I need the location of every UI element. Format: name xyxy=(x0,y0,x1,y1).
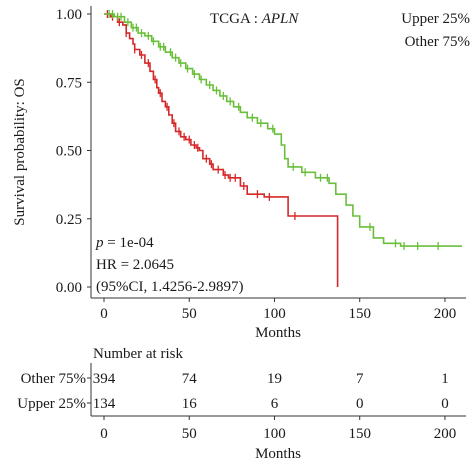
hr-annotation: HR = 2.0645 xyxy=(96,257,174,273)
y-tick-label-2: 0.50 xyxy=(56,144,82,160)
x-tick-label-4: 200 xyxy=(434,306,457,322)
risk-x-tick-label-0: 0 xyxy=(100,426,108,442)
risk-value-1-0: 134 xyxy=(93,396,116,412)
risk-row-label-1: Upper 25% xyxy=(17,396,86,412)
p-value-text: = 1e-04 xyxy=(104,235,155,251)
x-tick-label-0: 0 xyxy=(100,306,108,322)
risk-x-tick-label-3: 150 xyxy=(348,426,371,442)
ci-annotation: (95%CI, 1.4256-2.9897) xyxy=(96,279,243,295)
risk-x-tick-label-1: 50 xyxy=(182,426,197,442)
risk-value-1-1: 16 xyxy=(182,396,198,412)
risk-table-xlabel: Months xyxy=(255,446,301,462)
risk-value-1-3: 0 xyxy=(356,396,364,412)
p-value-annotation: p = 1e-04 xyxy=(95,235,154,251)
chart-title-gene: APLN xyxy=(261,11,300,27)
risk-row-label-0: Other 75% xyxy=(21,371,86,387)
risk-x-tick-label-2: 100 xyxy=(263,426,286,442)
risk-x-tick-label-4: 200 xyxy=(434,426,457,442)
risk-value-1-2: 6 xyxy=(271,396,279,412)
risk-value-0-4: 1 xyxy=(441,371,449,387)
y-tick-label-4: 1.00 xyxy=(56,7,82,23)
y-tick-label-1: 0.25 xyxy=(56,212,82,228)
y-axis-title: Survival probability: OS xyxy=(12,78,28,226)
risk-table-title: Number at risk xyxy=(93,346,183,362)
x-axis-title: Months xyxy=(255,325,301,341)
risk-value-0-2: 19 xyxy=(267,371,282,387)
y-tick-label-0: 0.00 xyxy=(56,280,82,296)
legend-upper: Upper 25% xyxy=(401,11,470,27)
risk-value-0-0: 394 xyxy=(93,371,116,387)
y-tick-label-3: 0.75 xyxy=(56,75,82,91)
legend-other: Other 75% xyxy=(405,34,470,50)
p-value-label: p xyxy=(95,235,104,251)
risk-value-1-4: 0 xyxy=(441,396,449,412)
risk-value-0-3: 7 xyxy=(356,371,364,387)
risk-value-0-1: 74 xyxy=(182,371,198,387)
x-tick-label-1: 50 xyxy=(182,306,197,322)
chart-title: TCGA : APLN xyxy=(210,11,299,27)
chart-title-prefix: TCGA : xyxy=(210,11,262,27)
x-tick-label-2: 100 xyxy=(263,306,286,322)
x-tick-label-3: 150 xyxy=(348,306,371,322)
